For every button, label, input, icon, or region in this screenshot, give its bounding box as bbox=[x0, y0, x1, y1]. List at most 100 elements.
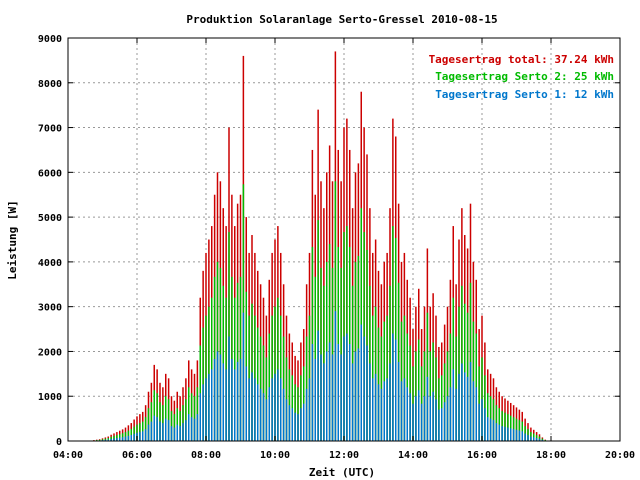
bar-serto-2 bbox=[521, 421, 523, 441]
bar-serto-1 bbox=[541, 439, 544, 441]
bar-serto-1 bbox=[466, 376, 469, 441]
bar-serto-1 bbox=[271, 378, 273, 441]
chart-title: Produktion Solaranlage Serto-Gressel 201… bbox=[186, 13, 497, 26]
x-tick-label: 16:00 bbox=[467, 450, 497, 461]
x-tick-label: 10:00 bbox=[260, 450, 290, 461]
bar-serto-1 bbox=[231, 358, 233, 441]
bar-serto-1 bbox=[119, 437, 121, 441]
bar-serto-1 bbox=[139, 432, 141, 441]
bar-serto-2 bbox=[541, 438, 544, 441]
bar-serto-1 bbox=[443, 402, 446, 441]
bar-serto-1 bbox=[357, 348, 360, 441]
bar-serto-1 bbox=[380, 388, 383, 441]
bar-serto-2 bbox=[185, 399, 187, 441]
bar-serto-1 bbox=[282, 388, 285, 441]
bar-serto-2 bbox=[397, 282, 400, 441]
bars-layer bbox=[90, 51, 546, 442]
bar-serto-1 bbox=[326, 351, 328, 441]
bar-serto-2 bbox=[305, 336, 308, 441]
bar-serto-1 bbox=[328, 342, 331, 441]
bar-serto-1 bbox=[458, 373, 460, 441]
bar-serto-1 bbox=[426, 376, 429, 441]
bar-serto-2 bbox=[153, 390, 155, 441]
bar-serto-2 bbox=[257, 327, 259, 441]
bar-serto-1 bbox=[432, 391, 434, 441]
bar-serto-1 bbox=[415, 396, 417, 441]
y-tick-label: 5000 bbox=[38, 213, 62, 224]
bar-serto-1 bbox=[492, 420, 495, 441]
bar-serto-1 bbox=[196, 414, 199, 441]
bar-serto-1 bbox=[438, 409, 440, 441]
y-tick-label: 1000 bbox=[38, 392, 62, 403]
bar-serto-1 bbox=[159, 421, 161, 441]
bar-serto-2 bbox=[199, 345, 201, 441]
bar-serto-2 bbox=[259, 336, 262, 441]
bar-serto-1 bbox=[420, 403, 423, 441]
x-tick-label: 06:00 bbox=[122, 450, 152, 461]
bar-serto-2 bbox=[121, 433, 124, 441]
bar-serto-1 bbox=[314, 358, 316, 441]
bar-serto-1 bbox=[340, 354, 342, 441]
bar-serto-1 bbox=[349, 344, 351, 441]
bar-serto-2 bbox=[349, 246, 351, 441]
bar-serto-1 bbox=[395, 339, 397, 441]
bar-serto-2 bbox=[438, 378, 440, 441]
bar-serto-1 bbox=[127, 435, 130, 441]
bar-serto-1 bbox=[277, 369, 279, 441]
bar-serto-1 bbox=[170, 426, 173, 441]
bar-serto-1 bbox=[530, 436, 532, 441]
bar-serto-1 bbox=[392, 333, 394, 441]
bar-serto-1 bbox=[239, 358, 242, 441]
bar-serto-1 bbox=[291, 408, 293, 441]
bar-serto-2 bbox=[535, 435, 538, 441]
legend-item-serto-1: Tagesertrag Serto 1: 12 kWh bbox=[435, 88, 614, 101]
bar-serto-1 bbox=[297, 414, 299, 441]
bar-serto-2 bbox=[464, 303, 466, 441]
bar-serto-1 bbox=[259, 388, 262, 441]
y-tick-label: 4000 bbox=[38, 258, 62, 269]
bar-serto-1 bbox=[527, 435, 529, 441]
bar-serto-1 bbox=[216, 351, 219, 441]
bar-serto-1 bbox=[179, 426, 181, 441]
bar-serto-1 bbox=[182, 423, 184, 441]
bar-serto-1 bbox=[372, 378, 374, 441]
bar-serto-2 bbox=[119, 434, 121, 441]
bar-serto-2 bbox=[231, 276, 233, 441]
legend-item-serto-2: Tagesertrag Serto 2: 25 kWh bbox=[435, 70, 614, 83]
bar-serto-1 bbox=[472, 381, 475, 441]
bar-serto-1 bbox=[305, 388, 308, 441]
bar-serto-1 bbox=[409, 393, 411, 441]
bar-serto-1 bbox=[400, 381, 403, 441]
x-tick-label: 12:00 bbox=[329, 450, 359, 461]
bar-serto-1 bbox=[397, 361, 400, 441]
bar-serto-1 bbox=[124, 436, 127, 441]
bar-serto-1 bbox=[242, 312, 245, 441]
bar-serto-1 bbox=[455, 388, 457, 441]
bar-serto-2 bbox=[242, 184, 245, 442]
bar-serto-1 bbox=[121, 437, 124, 441]
bar-serto-1 bbox=[423, 396, 426, 441]
bar-serto-2 bbox=[127, 430, 130, 441]
bar-serto-1 bbox=[435, 399, 437, 441]
bar-serto-2 bbox=[504, 412, 506, 441]
y-axis-label: Leistung [W] bbox=[6, 200, 19, 279]
bar-serto-1 bbox=[165, 418, 167, 441]
bar-serto-1 bbox=[236, 361, 239, 441]
bar-serto-2 bbox=[418, 339, 420, 441]
bar-serto-1 bbox=[484, 408, 486, 441]
bar-serto-1 bbox=[110, 438, 112, 441]
bar-serto-1 bbox=[274, 373, 276, 441]
bar-serto-1 bbox=[265, 399, 268, 441]
bar-serto-1 bbox=[213, 358, 216, 441]
bar-serto-1 bbox=[487, 417, 489, 441]
bar-serto-2 bbox=[518, 420, 521, 441]
bar-serto-1 bbox=[167, 420, 170, 441]
bar-serto-2 bbox=[452, 297, 454, 441]
bar-serto-2 bbox=[294, 384, 296, 441]
bar-serto-2 bbox=[524, 426, 526, 441]
bar-serto-1 bbox=[308, 378, 311, 441]
bar-serto-1 bbox=[403, 378, 406, 441]
bar-serto-2 bbox=[136, 424, 138, 441]
bar-serto-2 bbox=[311, 246, 314, 441]
bar-serto-2 bbox=[268, 333, 270, 441]
